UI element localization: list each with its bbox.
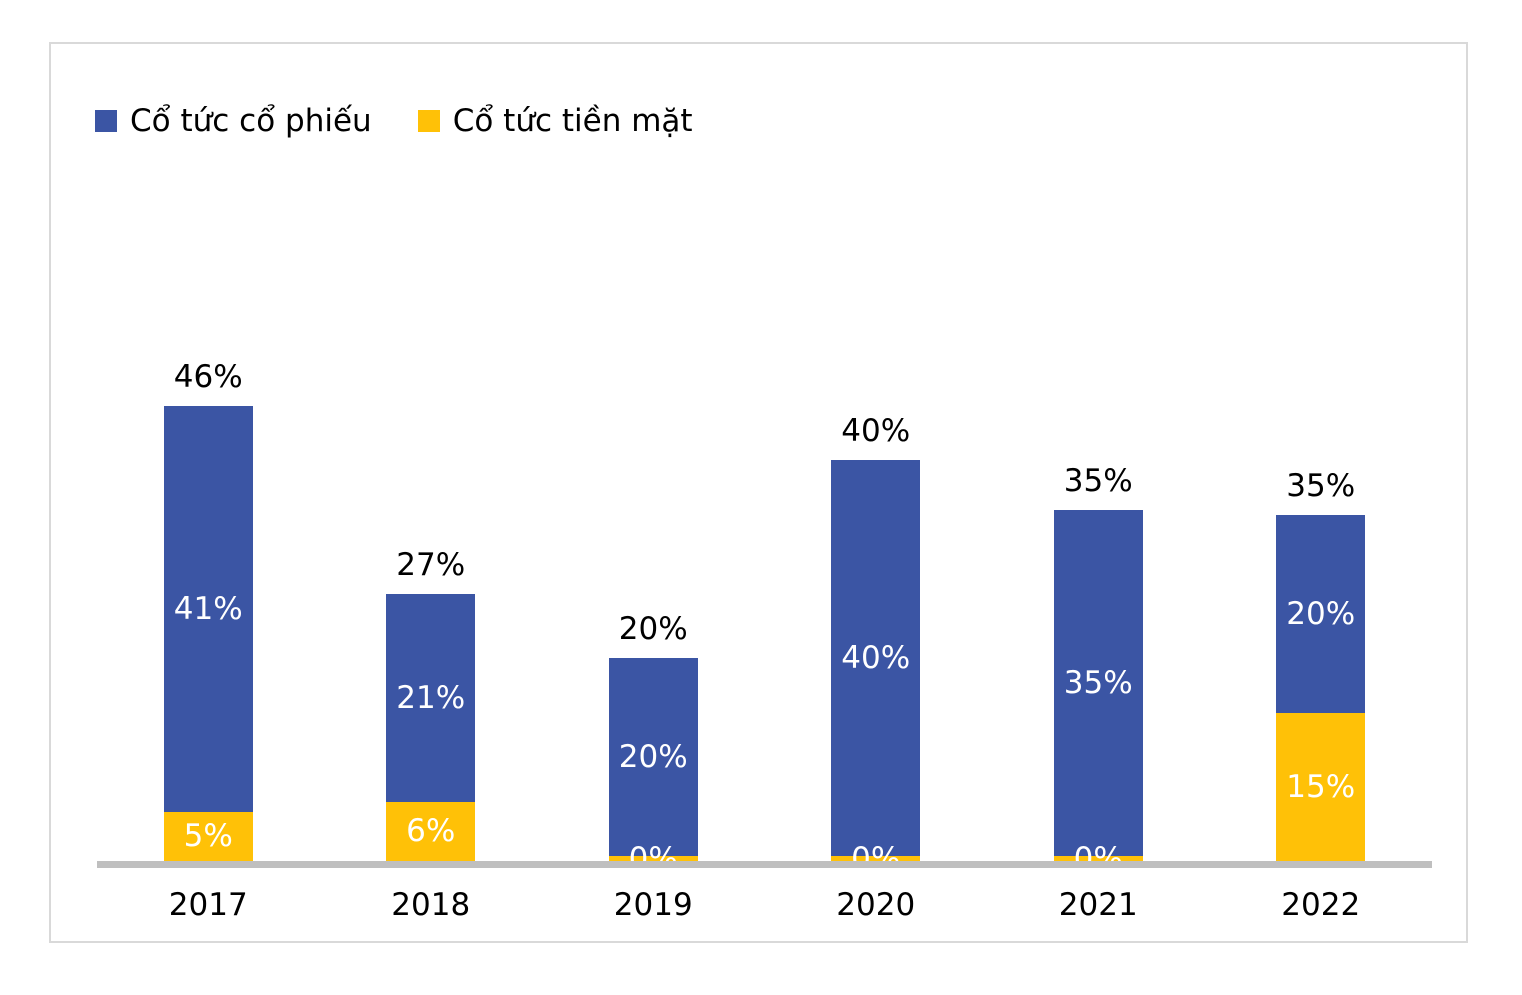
legend-swatch-cash-dividend-icon (417, 110, 440, 133)
x-axis-label-2020: 2020 (836, 887, 916, 923)
bar-2020: 40% 0% (831, 460, 921, 877)
bar-column-2019: 20% 20% 0% 2019 (542, 44, 765, 923)
bar-segment-cash-dividend: 0% (1053, 841, 1143, 877)
bar-segment-stock-dividend: 41% (163, 405, 253, 812)
bar-total-label: 20% (618, 611, 688, 647)
bar-2017: 41% 5% (163, 405, 253, 861)
legend-label-cash-dividend: Cổ tức tiền mặt (452, 103, 693, 139)
chart-legend: Cổ tức cổ phiếu Cổ tức tiền mặt (95, 104, 693, 138)
bar-column-2020: 40% 40% 0% 2020 (765, 44, 988, 923)
bar-segment-cash-dividend: 0% (831, 841, 921, 877)
bar-total-label: 27% (396, 546, 466, 583)
bar-segment-value-label: 35% (1063, 664, 1133, 701)
chart-panel: Cổ tức cổ phiếu Cổ tức tiền mặt 46% 41% 5%… (49, 42, 1468, 943)
plot-area: 46% 41% 5% 2017 27% 21% 6% 2018 20% 20% 0% 2019 40% 4… (97, 44, 1433, 923)
bar-segment-value-label: 21% (396, 679, 466, 716)
bar-2021: 35% 0% (1053, 509, 1143, 877)
bar-segment-value-label: 0% (851, 840, 901, 877)
bar-segment-stock-dividend: 35% (1053, 509, 1143, 856)
x-axis-label-2017: 2017 (168, 887, 248, 923)
bar-total-label: 35% (1063, 462, 1133, 499)
x-axis-label-2018: 2018 (391, 887, 471, 923)
bar-column-2021: 35% 35% 0% 2021 (987, 44, 1210, 923)
x-axis-line (97, 861, 1432, 868)
legend-item-stock-dividend: Cổ tức cổ phiếu (95, 104, 372, 138)
x-axis-label-2019: 2019 (613, 887, 693, 923)
bar-segment-value-label: 5% (183, 818, 233, 855)
bar-segment-value-label: 41% (173, 590, 243, 627)
bar-2019: 20% 0% (608, 658, 698, 877)
bar-total-label: 46% (173, 358, 243, 395)
bar-segment-stock-dividend: 20% (1276, 514, 1366, 713)
bar-total-label: 35% (1286, 467, 1356, 504)
bar-segment-value-label: 0% (628, 840, 678, 877)
bar-segment-cash-dividend: 6% (386, 801, 476, 861)
bar-column-2018: 27% 21% 6% 2018 (320, 44, 543, 923)
x-axis-label-2021: 2021 (1058, 887, 1138, 923)
bar-2022: 20% 15% (1276, 514, 1366, 861)
bar-segment-value-label: 20% (1286, 595, 1356, 632)
bar-segment-stock-dividend: 40% (831, 460, 921, 856)
bar-column-2017: 46% 41% 5% 2017 (97, 44, 320, 923)
bar-segment-stock-dividend: 21% (386, 593, 476, 802)
bar-2018: 21% 6% (386, 593, 476, 861)
bar-column-2022: 35% 20% 15% 2022 (1210, 44, 1433, 923)
bar-segment-value-label: 0% (1073, 840, 1123, 877)
bar-total-label: 40% (841, 413, 911, 449)
bar-segment-cash-dividend: 15% (1276, 712, 1366, 861)
bar-segment-cash-dividend: 0% (608, 841, 698, 877)
bar-segment-value-label: 6% (406, 813, 456, 850)
legend-swatch-stock-dividend-icon (95, 110, 117, 133)
legend-item-cash-dividend: Cổ tức tiền mặt (417, 103, 693, 139)
bar-segment-value-label: 15% (1286, 768, 1356, 805)
bar-segment-value-label: 20% (618, 739, 688, 775)
x-axis-label-2022: 2022 (1281, 887, 1361, 923)
bar-segment-cash-dividend: 5% (163, 811, 253, 861)
bar-segment-stock-dividend: 20% (608, 658, 698, 856)
legend-label-stock-dividend: Cổ tức cổ phiếu (130, 103, 372, 139)
bar-segment-value-label: 40% (841, 640, 911, 676)
